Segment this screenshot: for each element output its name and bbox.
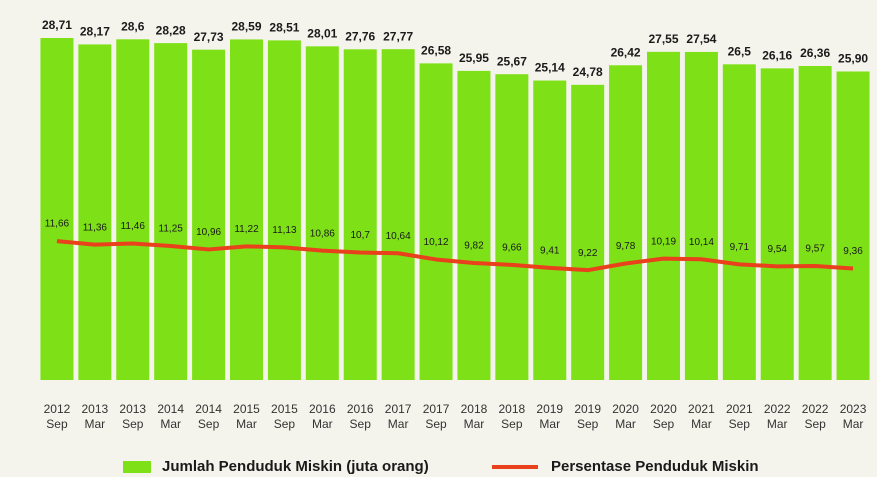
bar-value-label: 28,6 — [121, 19, 145, 33]
legend-label: Persentase Penduduk Miskin — [551, 458, 759, 475]
bar-value-label: 28,51 — [269, 21, 299, 35]
bar — [761, 68, 794, 380]
line-value-label: 9,71 — [730, 242, 750, 253]
bar — [647, 52, 680, 380]
bar — [685, 52, 718, 380]
bar — [268, 40, 301, 380]
bar — [116, 39, 149, 380]
bar-value-label: 28,59 — [231, 20, 261, 34]
line-value-label: 11,46 — [121, 221, 146, 232]
bar — [495, 74, 528, 380]
line-value-label: 9,78 — [616, 241, 636, 252]
line-value-label: 9,41 — [540, 246, 560, 257]
legend-swatch — [123, 461, 151, 473]
line-value-label: 9,36 — [843, 246, 863, 257]
line-value-label: 11,13 — [272, 225, 297, 236]
bar — [533, 81, 566, 380]
bar — [799, 66, 832, 380]
bar-value-label: 28,71 — [42, 18, 72, 32]
bar — [837, 71, 870, 380]
bar-value-label: 28,01 — [307, 27, 337, 41]
bar — [78, 44, 111, 380]
line-value-label: 11,36 — [83, 222, 108, 233]
bar-value-label: 27,77 — [383, 29, 413, 43]
bar-value-label: 27,54 — [686, 32, 716, 46]
bar — [154, 43, 187, 380]
chart: Jumlah Penduduk Miskin (juta orang) Pers… — [0, 0, 877, 477]
line-value-label: 9,54 — [767, 244, 787, 255]
bar — [609, 65, 642, 380]
line-value-label: 10,86 — [310, 228, 335, 239]
legend-label: Jumlah Penduduk Miskin (juta orang) — [162, 458, 429, 475]
bar-value-label: 26,16 — [762, 49, 792, 63]
bar-value-label: 25,67 — [497, 54, 527, 68]
line-value-label: 10,7 — [350, 230, 370, 241]
bar-value-label: 26,5 — [728, 44, 752, 58]
bar-value-label: 24,78 — [573, 65, 603, 79]
line-value-label: 10,12 — [424, 237, 449, 248]
bar-value-label: 28,28 — [156, 23, 186, 37]
bar-value-label: 27,76 — [345, 29, 375, 43]
bar-value-label: 25,14 — [535, 61, 565, 75]
line-value-label: 10,96 — [196, 227, 221, 238]
line-value-label: 9,82 — [464, 241, 484, 252]
bar — [40, 38, 73, 380]
line-value-label: 10,64 — [386, 231, 411, 242]
line-value-label: 11,25 — [159, 224, 184, 235]
bar — [457, 71, 490, 380]
bar-value-label: 25,90 — [838, 52, 868, 66]
bar — [723, 64, 756, 380]
bar — [344, 49, 377, 380]
bar-value-label: 26,36 — [800, 46, 830, 60]
line-value-label: 11,22 — [234, 224, 259, 235]
line-value-label: 9,66 — [502, 243, 522, 254]
line-value-label: 10,19 — [651, 236, 676, 247]
line-value-label: 9,57 — [805, 244, 825, 255]
bar — [306, 46, 339, 380]
line-value-label: 11,66 — [45, 219, 70, 230]
bar-value-label: 28,17 — [80, 25, 110, 39]
bar — [230, 39, 263, 380]
bar-value-label: 26,58 — [421, 44, 451, 58]
bar-value-label: 26,42 — [611, 45, 641, 59]
line-value-label: 10,14 — [689, 237, 714, 248]
bar-value-label: 27,73 — [194, 30, 224, 44]
line-value-label: 9,22 — [578, 248, 598, 259]
bar — [192, 50, 225, 380]
bar — [382, 49, 415, 380]
bar — [420, 63, 453, 380]
bar — [571, 85, 604, 380]
bar-value-label: 25,95 — [459, 51, 489, 65]
bar-value-label: 27,55 — [648, 32, 678, 46]
